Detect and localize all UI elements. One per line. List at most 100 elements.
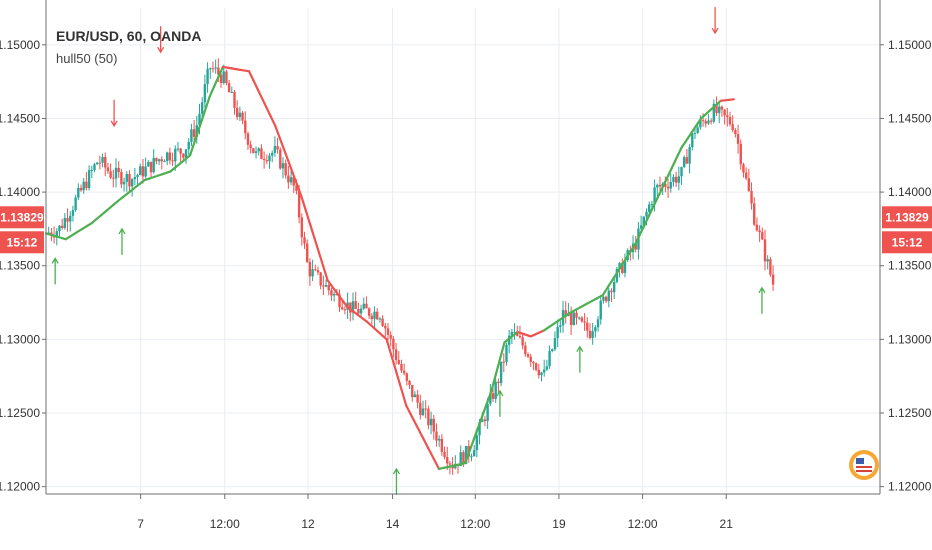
candle-body	[343, 309, 347, 311]
price-badges: 1.13829 15:12 1.13829 15:12	[0, 206, 932, 254]
candle-body	[704, 121, 707, 124]
candle-body	[357, 308, 360, 314]
candle-body	[529, 356, 532, 362]
candle-body	[287, 175, 290, 183]
candle-body	[300, 217, 304, 238]
candle-body	[354, 301, 357, 309]
candle-body	[106, 167, 110, 172]
candle-body	[362, 303, 365, 309]
signal-arrow-up-head	[576, 345, 584, 353]
signal-arrow-up-head	[758, 286, 766, 294]
hull-segment	[202, 105, 208, 118]
candle-body	[144, 166, 147, 177]
hull-segment	[416, 425, 424, 439]
hull-segment	[663, 174, 670, 184]
candle-body	[262, 158, 266, 161]
candle-body	[648, 204, 651, 212]
candle-body	[386, 328, 390, 335]
hull-segment	[278, 136, 286, 151]
candle-body	[446, 456, 449, 464]
hull-segment	[405, 404, 413, 418]
candle-body	[384, 326, 387, 329]
candle-body	[478, 421, 481, 436]
candle-body	[176, 148, 180, 150]
hull-segment	[261, 97, 268, 109]
y-tick-label-right: 1.13000	[888, 332, 932, 346]
candle-body	[314, 269, 317, 271]
candle-body	[187, 141, 190, 150]
hull-segment	[205, 95, 211, 108]
candle-body	[69, 215, 72, 222]
hull-segment	[426, 446, 435, 460]
candle-body	[311, 269, 314, 277]
candle-body	[588, 330, 592, 338]
candle-body	[513, 331, 516, 333]
candle-body	[437, 438, 441, 441]
hull-segment	[313, 237, 321, 254]
hull-segment	[395, 371, 401, 385]
candle-body	[419, 402, 422, 416]
indicator-label[interactable]: hull50 (50)	[56, 51, 118, 66]
candle-body	[392, 338, 395, 350]
hull-segment	[282, 148, 290, 163]
candle-body	[580, 317, 584, 322]
candle-body	[712, 103, 716, 122]
candle-body	[761, 232, 764, 240]
candle-body	[389, 334, 392, 339]
candle-body	[540, 372, 543, 376]
candle-body	[521, 337, 524, 346]
candle-body	[691, 133, 694, 148]
candle-body	[502, 361, 505, 363]
candle-body	[542, 369, 546, 373]
candle-body	[79, 187, 83, 191]
candle-body	[507, 335, 511, 345]
candle-body	[497, 381, 500, 384]
flag-icon	[853, 454, 875, 476]
signal-arrow-up-head	[51, 257, 59, 264]
candle-body	[179, 148, 182, 154]
candle-body	[731, 124, 734, 131]
timer-badge-right	[882, 231, 932, 254]
hull-segment	[501, 341, 506, 352]
candle-body	[163, 161, 166, 163]
candle-body	[281, 163, 285, 169]
candle-body	[306, 243, 309, 263]
candle-body	[157, 159, 161, 162]
candle-body	[408, 380, 411, 385]
hull-segment	[291, 171, 299, 186]
hull-segment	[660, 181, 667, 191]
candle-body	[680, 166, 683, 177]
candle-body	[289, 177, 293, 183]
hull-segment	[656, 188, 663, 200]
candle-body	[249, 144, 252, 149]
y-tick-label-left: 1.14500	[0, 111, 40, 125]
candle-body	[472, 450, 476, 457]
candle-body	[230, 91, 234, 93]
candle-body	[623, 260, 627, 273]
candle-body	[381, 318, 384, 327]
symbol-title[interactable]: EUR/USD, 60, OANDA	[56, 28, 202, 44]
hull-segment	[499, 349, 504, 360]
news-flag[interactable]	[849, 450, 879, 480]
hull-segment	[421, 436, 430, 449]
signal-arrow-up-head	[118, 227, 126, 235]
candle-body	[750, 190, 753, 204]
candle-body	[664, 183, 667, 187]
hull-segment	[295, 183, 303, 198]
candle-body	[125, 174, 128, 182]
candle-body	[739, 143, 742, 165]
candle-body	[596, 319, 600, 328]
x-tick-label: 12	[301, 517, 315, 531]
candle-body	[615, 268, 619, 282]
candle-body	[128, 174, 131, 187]
y-tick-label-left: 1.12500	[0, 406, 40, 420]
candle-body	[147, 161, 150, 167]
candle-body	[82, 181, 85, 191]
hull-segment	[265, 106, 272, 118]
candle-body	[174, 148, 177, 162]
candle-body	[553, 338, 557, 350]
candle-body	[440, 438, 444, 452]
candle-body	[227, 83, 231, 93]
